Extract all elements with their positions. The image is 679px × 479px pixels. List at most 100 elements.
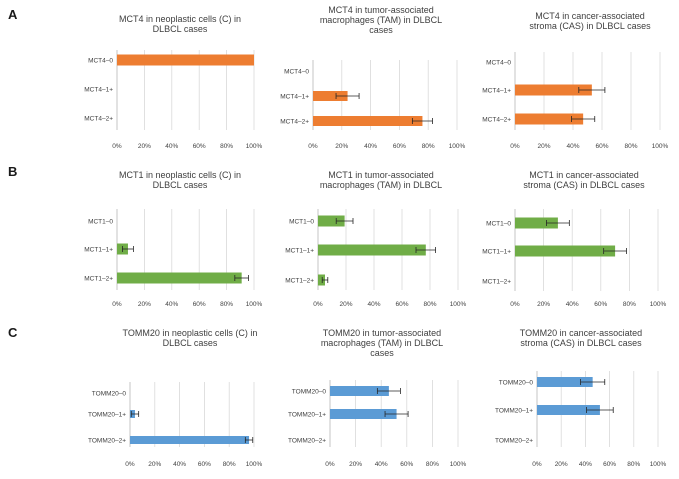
- x-tick-label: 20%: [339, 301, 352, 308]
- category-label: MCT1–2+: [285, 278, 314, 285]
- chart-title-line: MCT1 in cancer-associated: [529, 170, 639, 180]
- category-label: MCT1–0: [88, 219, 113, 226]
- x-tick-label: 60%: [395, 301, 408, 308]
- x-tick-label: 0%: [125, 461, 135, 468]
- category-label: TOMM20–0: [92, 391, 127, 398]
- x-tick-label: 100%: [652, 143, 669, 150]
- x-tick-label: 80%: [627, 461, 640, 468]
- chart-title-line: cases: [369, 25, 393, 35]
- bar: [318, 274, 325, 286]
- chart-title-line: TOMM20 in neoplastic cells (C) in: [123, 328, 258, 338]
- bar: [330, 409, 397, 419]
- bar: [330, 386, 389, 396]
- x-tick-label: 100%: [650, 301, 667, 308]
- x-tick-label: 40%: [364, 143, 377, 150]
- x-tick-label: 0%: [532, 461, 542, 468]
- x-tick-label: 20%: [555, 461, 568, 468]
- row-label-a: A: [8, 7, 18, 22]
- x-tick-label: 0%: [313, 301, 323, 308]
- category-label: MCT4–1+: [482, 88, 511, 95]
- x-tick-label: 60%: [594, 301, 607, 308]
- chart-title-line: MCT4 in tumor-associated: [328, 5, 434, 15]
- chart-title-line: TOMM20 in cancer-associated: [520, 328, 642, 338]
- x-tick-label: 20%: [537, 143, 550, 150]
- bar: [313, 116, 423, 126]
- chart-title-line: TOMM20 in tumor-associated: [323, 328, 441, 338]
- x-tick-label: 100%: [450, 301, 467, 308]
- x-tick-label: 80%: [223, 461, 236, 468]
- x-tick-label: 20%: [537, 301, 550, 308]
- x-tick-label: 40%: [367, 301, 380, 308]
- category-label: MCT4–0: [88, 58, 113, 65]
- x-tick-label: 0%: [112, 143, 122, 150]
- x-tick-label: 40%: [375, 461, 388, 468]
- chart-title-line: cases: [370, 348, 394, 358]
- x-tick-label: 60%: [603, 461, 616, 468]
- x-tick-label: 60%: [400, 461, 413, 468]
- chart-title-line: DLBCL cases: [163, 338, 218, 348]
- x-tick-label: 40%: [165, 301, 178, 308]
- bar: [318, 244, 426, 256]
- category-label: TOMM20–2+: [288, 438, 326, 445]
- bar: [515, 113, 584, 125]
- category-label: TOMM20–2+: [88, 438, 126, 445]
- x-tick-label: 40%: [566, 143, 579, 150]
- category-label: MCT1–2+: [84, 276, 113, 283]
- bar: [130, 436, 250, 444]
- category-label: TOMM20–1+: [495, 408, 533, 415]
- category-label: TOMM20–0: [499, 380, 534, 387]
- x-tick-label: 60%: [393, 143, 406, 150]
- chart-title-line: DLBCL cases: [153, 24, 208, 34]
- category-label: MCT1–1+: [84, 247, 113, 254]
- x-tick-label: 100%: [450, 461, 467, 468]
- x-tick-label: 20%: [148, 461, 161, 468]
- bar: [117, 272, 242, 284]
- x-tick-label: 20%: [138, 143, 151, 150]
- chart-title-line: macrophages (TAM) in DLBCL: [320, 180, 442, 190]
- category-label: MCT1–1+: [285, 248, 314, 255]
- x-tick-label: 0%: [308, 143, 318, 150]
- bar: [313, 91, 348, 101]
- category-label: MCT4–2+: [84, 116, 113, 123]
- x-tick-label: 60%: [595, 143, 608, 150]
- x-tick-label: 40%: [173, 461, 186, 468]
- x-tick-label: 80%: [220, 301, 233, 308]
- category-label: MCT4–1+: [84, 87, 113, 94]
- chart-title-line: DLBCL cases: [153, 180, 208, 190]
- bar: [515, 245, 616, 257]
- chart-title-line: MCT1 in tumor-associated: [328, 170, 434, 180]
- category-label: TOMM20–2+: [495, 438, 533, 445]
- row-label-b: B: [8, 164, 17, 179]
- x-tick-label: 40%: [165, 143, 178, 150]
- chart-title-line: stroma (CAS) in DLBCL cases: [523, 180, 645, 190]
- chart-title-line: stroma (CAS) in DLBCL cases: [529, 21, 651, 31]
- x-tick-label: 40%: [566, 301, 579, 308]
- category-label: TOMM20–1+: [288, 412, 326, 419]
- bar: [537, 377, 593, 387]
- x-tick-label: 0%: [510, 143, 520, 150]
- chart-title-line: MCT1 in neoplastic cells (C) in: [119, 170, 241, 180]
- category-label: MCT4–0: [284, 69, 309, 76]
- category-label: MCT4–2+: [482, 117, 511, 124]
- category-label: MCT4–0: [486, 60, 511, 67]
- x-tick-label: 80%: [624, 143, 637, 150]
- category-label: TOMM20–1+: [88, 412, 126, 419]
- x-tick-label: 100%: [449, 143, 466, 150]
- bar: [117, 54, 254, 66]
- x-tick-label: 100%: [246, 143, 263, 150]
- chart-title-line: MCT4 in neoplastic cells (C) in: [119, 14, 241, 24]
- category-label: TOMM20–0: [292, 389, 327, 396]
- x-tick-label: 100%: [650, 461, 667, 468]
- category-label: MCT4–1+: [280, 94, 309, 101]
